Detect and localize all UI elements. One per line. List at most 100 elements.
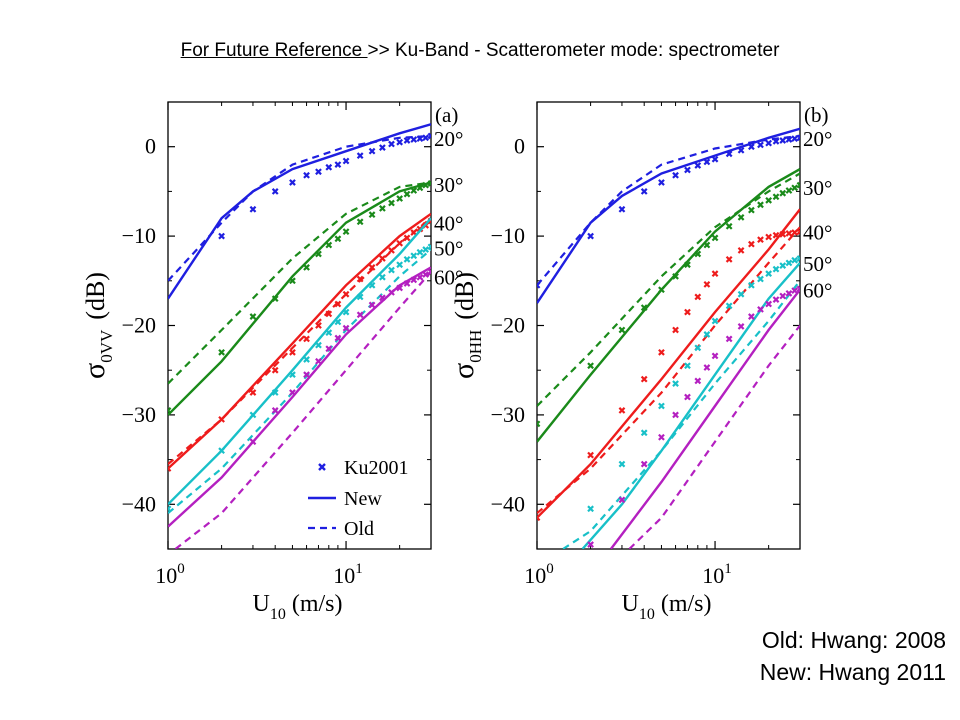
series-30-new-line [168, 181, 431, 416]
ku2001-point [388, 247, 395, 254]
ku2001-point [772, 137, 780, 145]
y-tick-label: −40 [122, 491, 156, 516]
angle-label-50: 50° [803, 252, 832, 276]
plot-frame [536, 101, 801, 550]
ku2001-point [342, 157, 350, 165]
ku2001-point [779, 189, 787, 197]
ku2001-point [725, 222, 733, 230]
ku2001-point [427, 243, 431, 251]
ku2001-point [325, 163, 333, 171]
series-60deg [168, 266, 431, 549]
ku2001-point [427, 268, 431, 276]
ku2001-point [672, 272, 679, 280]
ku2001-point [249, 313, 257, 320]
ku2001-point [658, 402, 665, 410]
ku2001-point [711, 270, 719, 278]
series-60-old-line [628, 324, 800, 549]
plot-area [537, 127, 800, 549]
ku2001-point [640, 429, 648, 437]
ku2001-point [396, 138, 404, 146]
y-tick-label: −20 [122, 313, 156, 338]
ku2001-point [779, 137, 787, 144]
x-tick-label: 100 [155, 561, 185, 588]
angle-label-60: 60° [434, 265, 463, 289]
ku2001-point [796, 134, 800, 142]
ku2001-point [289, 348, 296, 356]
ku2001-point [315, 168, 322, 176]
ku2001-point [356, 275, 364, 283]
ku2001-point [356, 152, 364, 160]
ku2001-point [658, 286, 665, 294]
ku2001-point [334, 235, 342, 243]
y-axis-label-group: σ0HH(dB) [447, 272, 485, 379]
x-tick-label: 101 [333, 561, 363, 588]
ku2001-point [325, 329, 333, 337]
ku2001-point [672, 411, 679, 419]
series-20-new-line [537, 127, 800, 304]
plot-area [168, 123, 431, 549]
ku2001-point [748, 240, 755, 248]
ku2001-point [748, 206, 755, 214]
ku2001-point [416, 184, 424, 192]
series-30deg [168, 179, 431, 416]
ku2001-point [368, 301, 376, 309]
ku2001-point [757, 306, 764, 313]
ku2001-point [379, 273, 386, 281]
ku2001-point [334, 318, 342, 326]
ku2001-point [618, 460, 626, 468]
ku2001-point [618, 407, 626, 414]
ku2001-point [303, 264, 310, 271]
note-old: Old: Hwang: 2008 [761, 627, 946, 653]
ku2001-point [725, 302, 733, 310]
ku2001-point [315, 322, 322, 329]
ku2001-point [334, 334, 342, 342]
ku2001-point [618, 205, 626, 213]
ku2001-point [772, 265, 780, 273]
ku2001-point [325, 345, 333, 353]
ku2001-point [587, 232, 594, 240]
ku2001-point [325, 241, 333, 249]
ku2001-point [694, 162, 702, 169]
ku2001-point [658, 348, 665, 356]
ku2001-point [396, 261, 404, 269]
ku2001-point [725, 255, 733, 263]
ku2001-point [791, 256, 799, 264]
series-40-old-line [168, 217, 431, 465]
ku2001-point [796, 285, 800, 293]
series-60-new-line [168, 266, 431, 528]
ku2001-point [537, 514, 541, 522]
ku2001-point [427, 132, 431, 140]
ku2001-point [427, 179, 431, 187]
ku2001-point [325, 310, 333, 318]
ku2001-point [672, 171, 679, 179]
y-axis-label: σ0HH(dB) [447, 272, 485, 379]
ku2001-point [757, 201, 764, 209]
x-tick-label: 100 [524, 561, 554, 588]
ku2001-point [334, 300, 342, 308]
ku2001-point [218, 232, 225, 240]
ku2001-point [388, 266, 395, 274]
ku2001-point [342, 308, 350, 316]
ku2001-point [703, 241, 711, 249]
x-axis-label: U10 (m/s) [621, 591, 711, 623]
ku2001-point [289, 277, 296, 285]
ku2001-point [587, 362, 594, 370]
series-40-new-line [537, 208, 800, 519]
ku2001-point [422, 271, 430, 278]
ku2001-point [315, 341, 322, 349]
series-30-old-line [168, 181, 431, 385]
plot-frame [167, 101, 432, 550]
ku2001-point [168, 407, 172, 414]
ku2001-point [684, 362, 691, 370]
ku2001-point [416, 248, 424, 256]
ku2001-point [711, 317, 719, 325]
ku2001-point [379, 255, 386, 262]
legend-old-label: Old [344, 518, 374, 540]
ku2001-point [396, 284, 404, 292]
note-new: New: Hwang 2011 [759, 659, 946, 685]
y-tick-label: −20 [491, 313, 525, 338]
future-reference-link[interactable]: For Future Reference [180, 40, 368, 61]
ku2001-point [765, 196, 773, 204]
ku2001-point [403, 190, 411, 198]
ku2001-point [388, 140, 395, 148]
